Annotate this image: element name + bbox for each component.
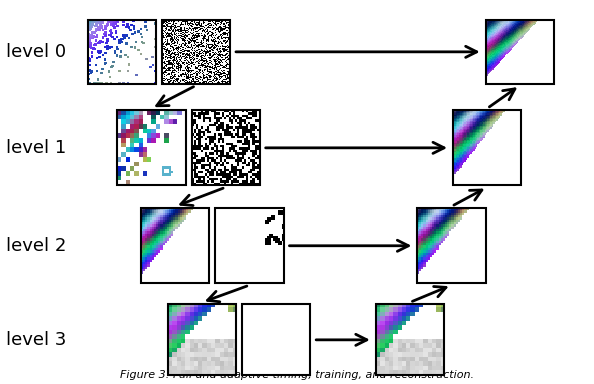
Bar xyxy=(375,304,444,376)
Bar xyxy=(215,209,284,283)
Bar xyxy=(162,20,230,84)
Bar xyxy=(486,20,554,84)
Bar xyxy=(417,209,486,283)
Bar xyxy=(141,209,209,283)
Text: Figure 3: Full and adaptive timing, training, and reconstruction.: Figure 3: Full and adaptive timing, trai… xyxy=(120,370,474,380)
Bar xyxy=(141,209,209,283)
Bar xyxy=(453,111,521,185)
Bar xyxy=(417,209,486,283)
Bar xyxy=(453,111,521,185)
Bar xyxy=(191,111,260,185)
Text: level 1: level 1 xyxy=(6,139,66,157)
Bar xyxy=(215,209,284,283)
Bar xyxy=(88,20,156,84)
Text: level 2: level 2 xyxy=(6,237,67,255)
Bar xyxy=(168,304,236,376)
Bar xyxy=(375,304,444,376)
Bar xyxy=(168,304,236,376)
Bar xyxy=(162,20,230,84)
Bar xyxy=(486,20,554,84)
Bar xyxy=(118,111,185,185)
Text: level 3: level 3 xyxy=(6,331,67,349)
Text: level 0: level 0 xyxy=(6,43,66,61)
Bar xyxy=(88,20,156,84)
Bar xyxy=(118,111,185,185)
Bar xyxy=(242,304,310,376)
Bar xyxy=(242,304,310,376)
Bar xyxy=(191,111,260,185)
